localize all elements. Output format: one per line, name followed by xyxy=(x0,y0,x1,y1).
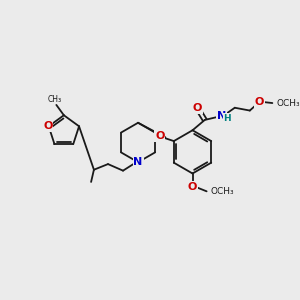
Text: N: N xyxy=(217,111,226,121)
Text: N: N xyxy=(134,157,143,167)
Text: CH₃: CH₃ xyxy=(47,95,61,104)
Text: O: O xyxy=(193,103,202,113)
Text: H: H xyxy=(224,114,231,123)
Text: O: O xyxy=(43,121,52,131)
Text: OCH₃: OCH₃ xyxy=(276,98,300,107)
Text: OCH₃: OCH₃ xyxy=(210,187,234,196)
Text: O: O xyxy=(254,97,264,107)
Text: O: O xyxy=(188,182,197,192)
Text: O: O xyxy=(155,131,164,141)
